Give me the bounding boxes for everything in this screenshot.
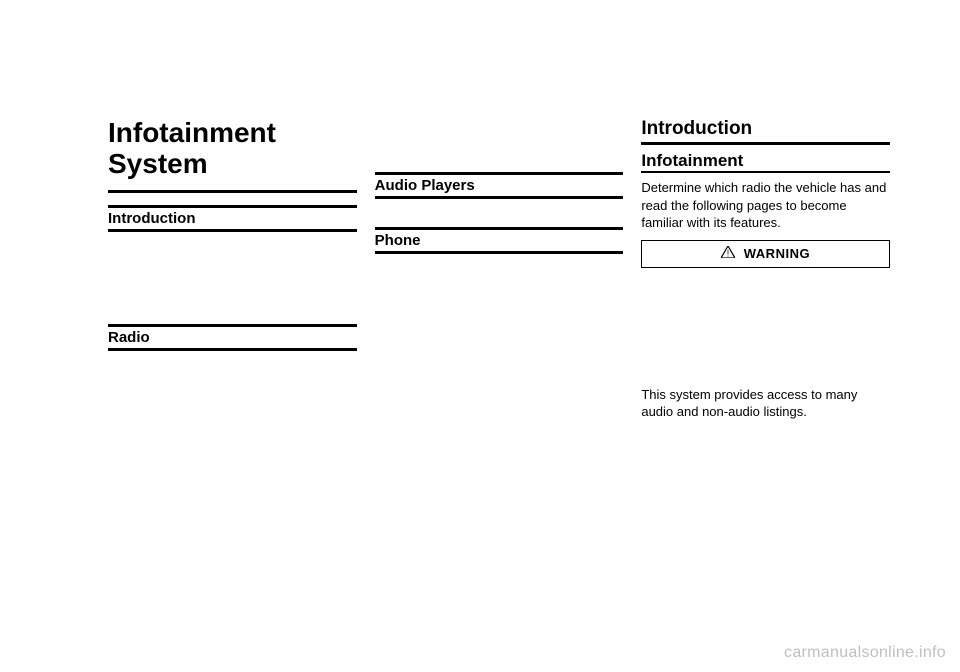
main-title-line1: Infotainment bbox=[108, 117, 276, 148]
column-right: Introduction Infotainment Determine whic… bbox=[641, 118, 890, 427]
spacer bbox=[108, 236, 357, 318]
subsection-underline bbox=[641, 171, 890, 173]
column-left: Infotainment System Introduction Radio bbox=[108, 118, 357, 427]
warning-content-area bbox=[641, 276, 890, 386]
intro-body-text: Determine which radio the vehicle has an… bbox=[641, 179, 890, 232]
after-warning-text: This system provides access to many audi… bbox=[641, 386, 890, 421]
warning-box: ! WARNING bbox=[641, 240, 890, 268]
spacer bbox=[375, 118, 624, 166]
phone-header-bar: Phone bbox=[375, 227, 624, 254]
audio-header-bar: Audio Players bbox=[375, 172, 624, 199]
radio-header-bar: Radio bbox=[108, 324, 357, 351]
section-title: Introduction bbox=[641, 118, 890, 140]
watermark-text: carmanualsonline.info bbox=[784, 644, 946, 662]
audio-header-text: Audio Players bbox=[375, 177, 624, 194]
section-underline bbox=[641, 142, 890, 145]
phone-header-text: Phone bbox=[375, 232, 624, 249]
column-middle: Audio Players Phone bbox=[375, 118, 624, 427]
intro-header-text: Introduction bbox=[108, 210, 357, 227]
subsection-title: Infotainment bbox=[641, 151, 890, 171]
warning-triangle-icon: ! bbox=[721, 246, 735, 261]
spacer bbox=[375, 203, 624, 221]
main-title: Infotainment System bbox=[108, 118, 357, 180]
title-underline bbox=[108, 190, 357, 193]
main-title-line2: System bbox=[108, 148, 208, 179]
page-container: Infotainment System Introduction Radio A… bbox=[0, 0, 960, 427]
intro-header-bar: Introduction bbox=[108, 205, 357, 232]
svg-text:!: ! bbox=[727, 248, 730, 258]
warning-label: WARNING bbox=[744, 246, 810, 261]
radio-header-text: Radio bbox=[108, 329, 357, 346]
